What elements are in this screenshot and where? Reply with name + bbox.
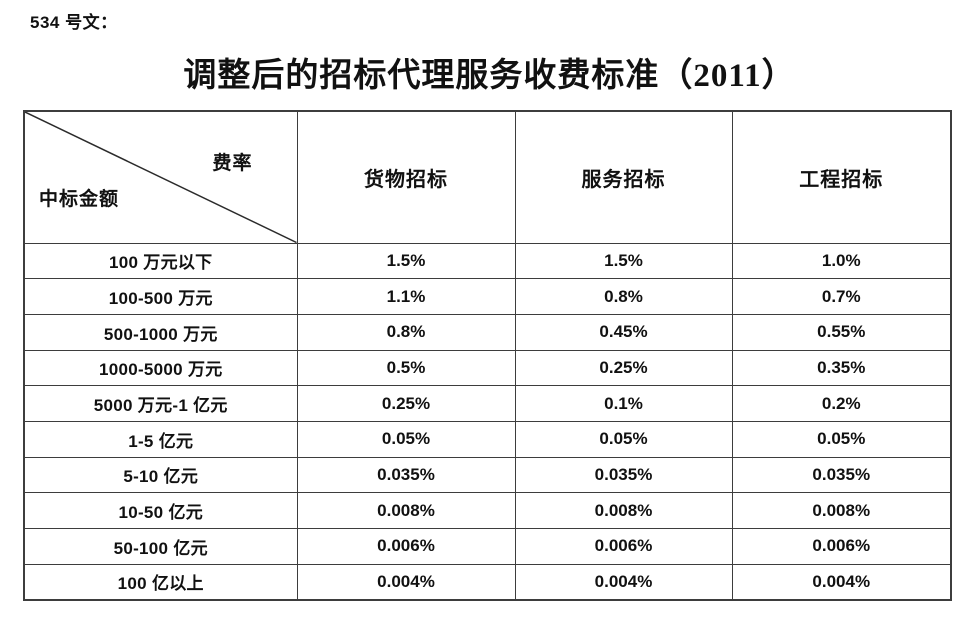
row-label: 10-50 亿元	[23, 492, 298, 529]
rate-cell: 1.5%	[296, 242, 516, 280]
table-row: 100-500 万元 1.1% 0.8% 0.7%	[23, 278, 952, 315]
row-label: 500-1000 万元	[23, 313, 298, 351]
table-row: 50-100 亿元 0.006% 0.006% 0.006%	[23, 528, 952, 565]
rate-cell: 0.2%	[731, 385, 952, 422]
rate-cell: 0.45%	[514, 313, 733, 351]
table-row: 1-5 亿元 0.05% 0.05% 0.05%	[23, 420, 952, 458]
row-label: 100-500 万元	[23, 278, 298, 315]
table-row: 5000 万元-1 亿元 0.25% 0.1% 0.2%	[23, 385, 952, 422]
row-label: 1000-5000 万元	[23, 349, 298, 387]
table-row: 5-10 亿元 0.035% 0.035% 0.035%	[23, 456, 952, 494]
column-header-goods: 货物招标	[296, 110, 516, 244]
row-label: 100 亿以上	[23, 563, 298, 601]
row-label: 5000 万元-1 亿元	[23, 385, 298, 422]
rate-cell: 1.1%	[296, 278, 516, 315]
rate-cell: 0.7%	[731, 278, 952, 315]
rate-cell: 0.006%	[731, 528, 952, 565]
row-label: 1-5 亿元	[23, 420, 298, 458]
rate-cell: 0.5%	[296, 349, 516, 387]
rate-cell: 0.55%	[731, 313, 952, 351]
corner-header-cell: 费率 中标金额	[23, 110, 298, 244]
rate-cell: 0.05%	[296, 420, 516, 458]
row-label: 50-100 亿元	[23, 528, 298, 565]
corner-label-rate: 费率	[212, 153, 253, 174]
rate-cell: 0.8%	[514, 278, 733, 315]
rate-cell: 0.008%	[514, 492, 733, 529]
column-header-services: 服务招标	[514, 110, 733, 244]
rate-cell: 0.004%	[296, 563, 516, 601]
rate-cell: 0.25%	[514, 349, 733, 387]
table-row: 10-50 亿元 0.008% 0.008% 0.008%	[23, 492, 952, 529]
rate-cell: 1.0%	[731, 242, 952, 280]
rate-cell: 0.05%	[514, 420, 733, 458]
rate-cell: 0.05%	[731, 420, 952, 458]
table-row: 100 万元以下 1.5% 1.5% 1.0%	[23, 242, 952, 280]
rate-cell: 0.035%	[514, 456, 733, 494]
rate-cell: 0.008%	[296, 492, 516, 529]
rate-cell: 0.35%	[731, 349, 952, 387]
rate-cell: 0.006%	[296, 528, 516, 565]
rate-cell: 0.25%	[296, 385, 516, 422]
rate-cell: 0.8%	[296, 313, 516, 351]
rate-cell: 0.035%	[296, 456, 516, 494]
diagonal-line	[25, 112, 297, 243]
table-row: 500-1000 万元 0.8% 0.45% 0.55%	[23, 313, 952, 351]
table-row: 100 亿以上 0.004% 0.004% 0.004%	[23, 563, 952, 601]
rate-cell: 0.004%	[731, 563, 952, 601]
doc-number: 534 号文：	[30, 13, 118, 32]
rate-cell: 0.004%	[514, 563, 733, 601]
row-label: 5-10 亿元	[23, 456, 298, 494]
rate-cell: 0.035%	[731, 456, 952, 494]
corner-label-amount: 中标金额	[39, 189, 120, 210]
row-label: 100 万元以下	[23, 242, 298, 280]
table-row: 1000-5000 万元 0.5% 0.25% 0.35%	[23, 349, 952, 387]
rate-cell: 0.1%	[514, 385, 733, 422]
page-title: 调整后的招标代理服务收费标准（2011）	[183, 58, 796, 94]
fee-rate-table: 费率 中标金额 货物招标 服务招标 工程招标 100 万元以下 1.5% 1.5…	[23, 110, 952, 601]
rate-cell: 0.006%	[514, 528, 733, 565]
column-header-engineering: 工程招标	[731, 110, 952, 244]
rate-cell: 1.5%	[514, 242, 733, 280]
rate-cell: 0.008%	[731, 492, 952, 529]
table-header-row: 费率 中标金额 货物招标 服务招标 工程招标	[23, 110, 952, 244]
